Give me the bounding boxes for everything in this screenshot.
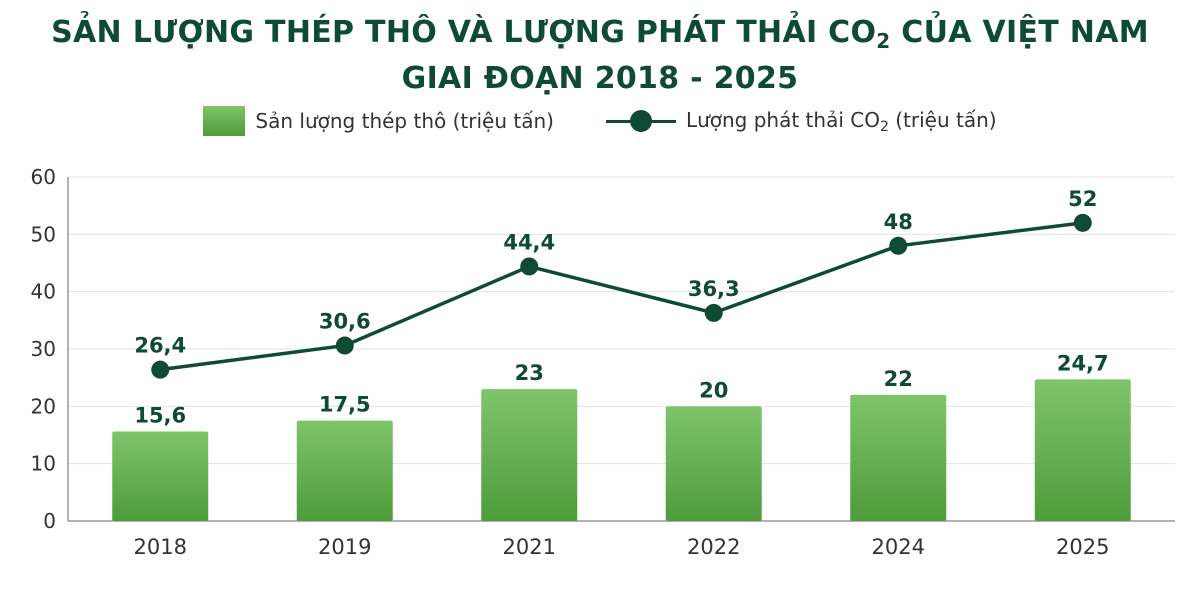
emission-point [335, 336, 354, 355]
emission-value-label: 26,4 [134, 334, 186, 358]
bar [481, 389, 578, 521]
bar-value-label: 17,5 [319, 393, 371, 417]
y-tick-label: 30 [31, 337, 56, 361]
emission-point [151, 360, 170, 379]
x-tick-label: 2018 [134, 535, 187, 559]
x-tick-label: 2024 [872, 535, 925, 559]
chart-title: SẢN LƯỢNG THÉP THÔ VÀ LƯỢNG PHÁT THẢI CO… [0, 14, 1200, 98]
bar-value-label: 22 [884, 367, 913, 391]
title-text-b: CỦA VIỆT NAM [890, 15, 1149, 50]
emission-value-label: 44,4 [503, 230, 555, 254]
x-tick-label: 2022 [687, 535, 740, 559]
emission-value-label: 52 [1068, 187, 1097, 211]
bar-value-label: 23 [515, 361, 544, 385]
bar-value-label: 24,7 [1057, 351, 1109, 375]
chart-title-line1: SẢN LƯỢNG THÉP THÔ VÀ LƯỢNG PHÁT THẢI CO… [0, 14, 1200, 60]
bar-value-label: 15,6 [134, 404, 186, 428]
legend-line-marker [605, 106, 676, 136]
title-text-a: SẢN LƯỢNG THÉP THÔ VÀ LƯỢNG PHÁT THẢI CO [51, 15, 877, 50]
emission-point [889, 236, 908, 255]
legend-item-bar: Sản lượng thép thô (triệu tấn) [203, 106, 554, 136]
legend-bar-label: Sản lượng thép thô (triệu tấn) [255, 109, 554, 133]
emission-point [704, 303, 723, 322]
x-tick-label: 2019 [318, 535, 371, 559]
x-tick-label: 2025 [1056, 535, 1109, 559]
y-tick-label: 50 [31, 222, 56, 246]
emission-line [160, 221, 1083, 372]
legend-line-subscript: 2 [879, 118, 889, 135]
emission-value-label: 48 [884, 210, 913, 234]
bar [1034, 379, 1131, 521]
x-tick-label: 2021 [503, 535, 556, 559]
emission-point [1073, 213, 1092, 232]
bar-value-label: 20 [699, 378, 728, 402]
y-tick-label: 10 [31, 452, 56, 476]
legend-item-line: Lượng phát thải CO2 (triệu tấn) [605, 106, 997, 136]
legend: Sản lượng thép thô (triệu tấn) Lượng phá… [0, 106, 1200, 136]
legend-bar-swatch [203, 106, 246, 136]
emission-value-label: 30,6 [319, 310, 371, 334]
bar [112, 431, 209, 521]
bar [850, 394, 947, 521]
title-subscript: 2 [876, 29, 891, 53]
legend-line-text-a: Lượng phát thải CO [685, 107, 880, 132]
bar [296, 420, 393, 521]
emission-point [520, 257, 539, 276]
legend-line-label: Lượng phát thải CO2 (triệu tấn) [686, 108, 997, 135]
y-tick-label: 40 [31, 280, 56, 304]
bar [665, 406, 762, 521]
y-tick-label: 20 [31, 394, 56, 418]
chart-title-line2: GIAI ĐOẠN 2018 - 2025 [401, 61, 799, 96]
y-tick-label: 60 [31, 165, 56, 189]
legend-line-text-b: (triệu tấn) [888, 107, 997, 132]
emission-value-label: 36,3 [688, 277, 740, 301]
y-tick-label: 0 [43, 509, 56, 533]
